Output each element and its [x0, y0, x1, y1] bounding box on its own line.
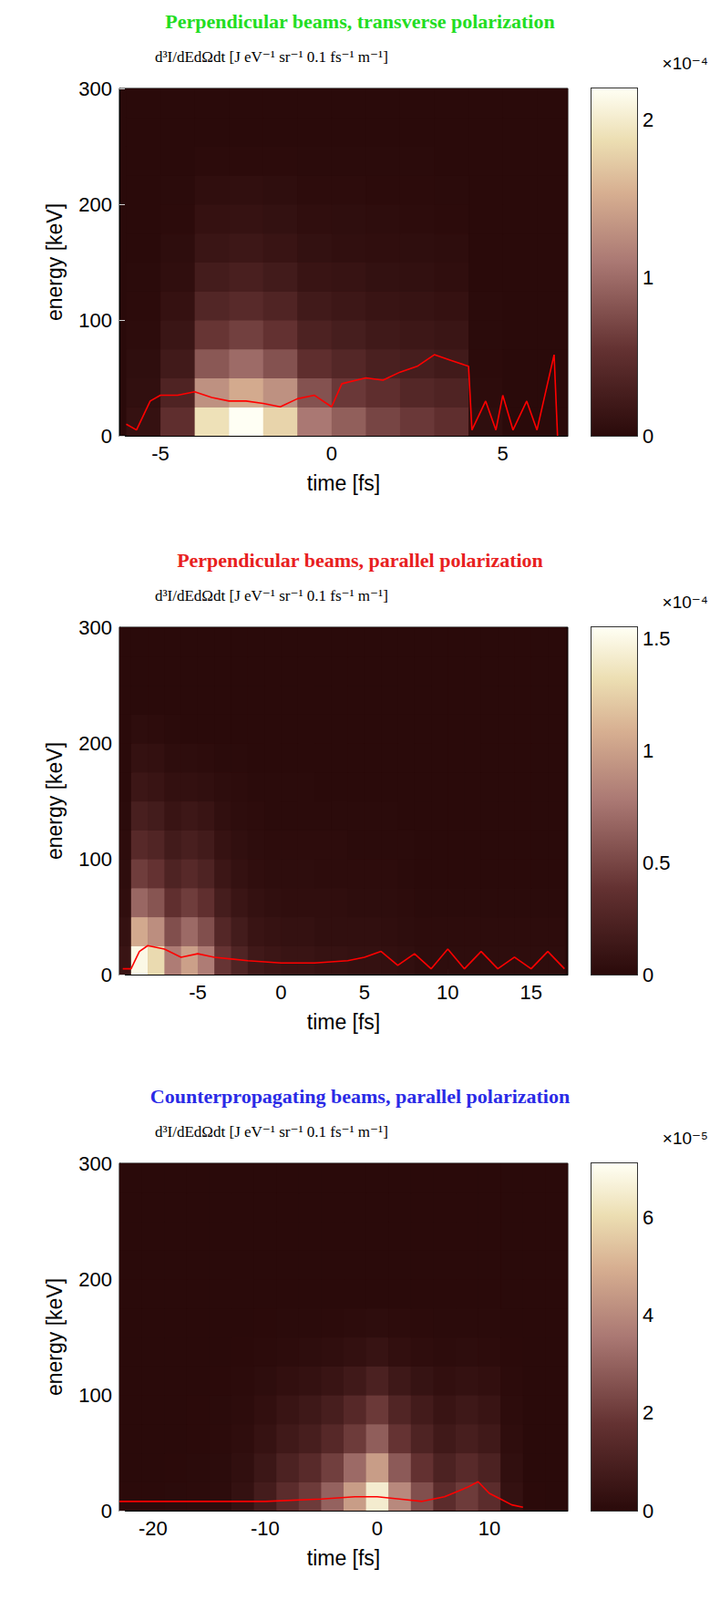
svg-text:0: 0	[642, 963, 654, 987]
svg-text:300: 300	[78, 616, 113, 639]
svg-text:-5: -5	[188, 980, 207, 1004]
svg-text:×10⁻⁴: ×10⁻⁴	[662, 592, 709, 612]
svg-text:5: 5	[359, 980, 371, 1004]
svg-text:0.5: 0.5	[642, 851, 671, 875]
svg-text:time [fs]: time [fs]	[307, 1009, 381, 1034]
svg-text:energy [keV]: energy [keV]	[42, 203, 67, 321]
svg-text:0: 0	[275, 980, 287, 1004]
svg-text:×10⁻⁴: ×10⁻⁴	[662, 53, 709, 73]
svg-text:-10: -10	[250, 1516, 280, 1540]
svg-text:2: 2	[642, 108, 654, 132]
svg-text:0: 0	[371, 1516, 383, 1540]
svg-text:Perpendicular beams, transvers: Perpendicular beams, transverse polariza…	[164, 10, 555, 33]
svg-text:2: 2	[642, 1400, 654, 1424]
svg-text:100: 100	[78, 308, 113, 332]
svg-text:300: 300	[78, 1152, 113, 1175]
svg-text:4: 4	[642, 1303, 654, 1327]
svg-text:d³I/dEdΩdt [J eV⁻¹ sr⁻¹ 0.1 fs: d³I/dEdΩdt [J eV⁻¹ sr⁻¹ 0.1 fs⁻¹ m⁻¹]	[154, 1122, 389, 1141]
svg-text:200: 200	[78, 731, 113, 755]
svg-text:×10⁻⁵: ×10⁻⁵	[662, 1128, 709, 1148]
svg-text:0: 0	[642, 424, 654, 448]
svg-text:1: 1	[642, 739, 654, 762]
svg-text:5: 5	[497, 442, 509, 465]
svg-text:10: 10	[436, 980, 459, 1004]
svg-text:0: 0	[101, 963, 113, 987]
svg-text:100: 100	[78, 847, 113, 871]
svg-text:energy [keV]: energy [keV]	[42, 741, 67, 860]
svg-text:time [fs]: time [fs]	[307, 1545, 381, 1570]
svg-text:200: 200	[78, 193, 113, 216]
svg-text:10: 10	[478, 1516, 501, 1540]
svg-text:100: 100	[78, 1383, 113, 1407]
svg-text:Perpendicular beams, parallel: Perpendicular beams, parallel polarizati…	[176, 548, 544, 572]
svg-text:6: 6	[642, 1205, 654, 1229]
svg-text:Counterpropagating beams, para: Counterpropagating beams, parallel polar…	[150, 1084, 570, 1108]
svg-text:d³I/dEdΩdt [J eV⁻¹ sr⁻¹ 0.1 fs: d³I/dEdΩdt [J eV⁻¹ sr⁻¹ 0.1 fs⁻¹ m⁻¹]	[154, 48, 389, 66]
svg-text:energy [keV]: energy [keV]	[42, 1277, 67, 1396]
svg-text:1.5: 1.5	[642, 627, 671, 650]
svg-text:1: 1	[642, 266, 654, 289]
svg-text:0: 0	[642, 1499, 654, 1523]
svg-text:15: 15	[520, 980, 543, 1004]
svg-text:-5: -5	[151, 442, 170, 465]
svg-text:200: 200	[78, 1267, 113, 1291]
svg-text:time [fs]: time [fs]	[307, 471, 381, 495]
svg-text:0: 0	[326, 442, 338, 465]
svg-text:0: 0	[101, 1499, 113, 1523]
svg-text:300: 300	[78, 77, 113, 101]
svg-text:d³I/dEdΩdt [J eV⁻¹ sr⁻¹ 0.1 fs: d³I/dEdΩdt [J eV⁻¹ sr⁻¹ 0.1 fs⁻¹ m⁻¹]	[154, 586, 389, 605]
svg-text:0: 0	[101, 424, 113, 448]
svg-text:-20: -20	[138, 1516, 168, 1540]
